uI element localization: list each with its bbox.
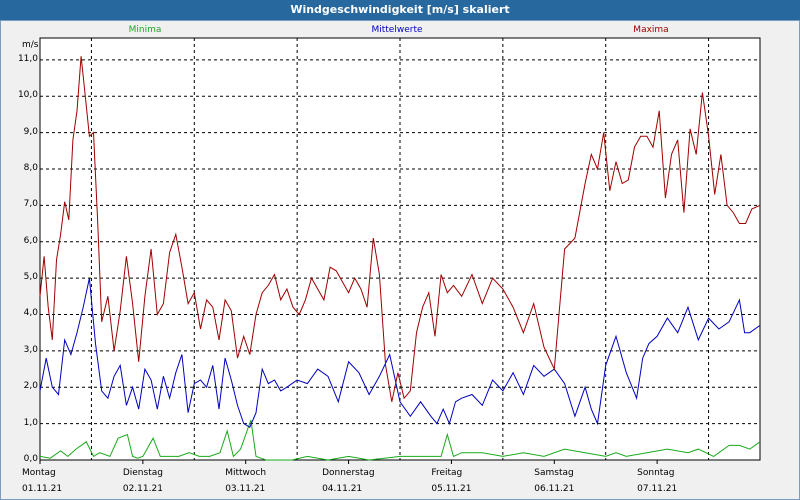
x-tick-day: Mittwoch — [225, 468, 267, 478]
x-tick-day: Samstag — [534, 468, 574, 478]
legend-mittelwerte: Mittelwerte — [371, 25, 423, 35]
series-line-minima — [39, 419, 761, 461]
x-tick-date: 02.11.21 — [122, 484, 163, 494]
y-tick-label: 4,0 — [23, 308, 38, 319]
x-tick-day: Freitag — [431, 468, 463, 478]
x-tick-date: 06.11.21 — [534, 484, 575, 494]
y-tick-label: 3,0 — [23, 344, 38, 355]
x-tick-day: Donnerstag — [322, 468, 375, 478]
y-tick-label: 1,0 — [23, 417, 38, 428]
x-tick-label: Freitag 05.11.21 — [431, 465, 471, 497]
y-axis-unit: m/s — [22, 40, 39, 50]
x-tick-label: Donnerstag 04.11.21 — [322, 465, 375, 497]
y-tick-label: 5,0 — [23, 272, 38, 283]
legend-minima: Minima — [128, 25, 162, 35]
legend-maxima: Maxima — [633, 25, 669, 35]
series-line-maxima — [39, 56, 761, 402]
y-tick-label: 6,0 — [23, 235, 38, 246]
x-tick-day: Montag — [22, 468, 56, 478]
x-tick-label: Sonntag 07.11.21 — [637, 465, 677, 497]
y-tick-label: 11,0 — [17, 53, 38, 64]
y-tick-label: 9,0 — [23, 126, 38, 137]
x-tick-label: Samstag 06.11.21 — [534, 465, 574, 497]
y-tick-label: 0,0 — [23, 454, 38, 464]
x-tick-date: 07.11.21 — [637, 484, 678, 494]
x-tick-label: Mittwoch 03.11.21 — [225, 465, 266, 497]
x-tick-day: Sonntag — [637, 468, 675, 478]
x-tick-date: 03.11.21 — [225, 484, 266, 494]
x-tick-label: Dienstag 02.11.21 — [123, 465, 163, 497]
y-tick-label: 8,0 — [23, 162, 38, 173]
y-tick-label: 10,0 — [17, 90, 38, 101]
x-tick-date: 04.11.21 — [322, 484, 363, 494]
window-title: Windgeschwindigkeit [m/s] skaliert — [0, 0, 800, 20]
x-tick-label: Montag 01.11.21 — [22, 465, 62, 497]
x-tick-date: 05.11.21 — [431, 484, 472, 494]
y-tick-label: 7,0 — [23, 199, 38, 210]
x-tick-date: 01.11.21 — [22, 484, 63, 494]
y-tick-label: 2,0 — [23, 381, 38, 392]
x-tick-day: Dienstag — [122, 468, 163, 478]
series-line-mittelwerte — [39, 277, 761, 429]
